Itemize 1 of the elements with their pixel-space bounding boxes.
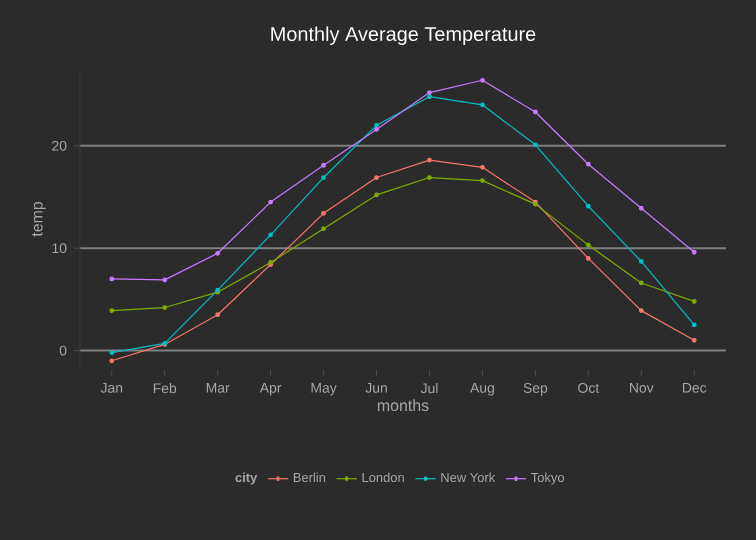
chart-title: Monthly Average Temperature [271,26,536,45]
